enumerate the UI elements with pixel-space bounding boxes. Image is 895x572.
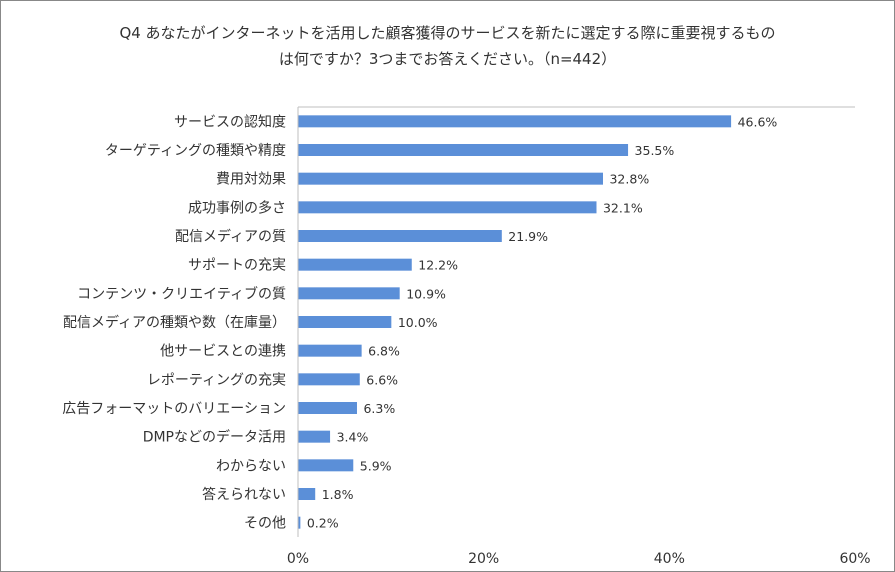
bar	[298, 373, 360, 386]
data-label: 6.8%	[368, 344, 400, 359]
bar	[298, 488, 316, 500]
bar	[298, 172, 603, 185]
data-label: 32.1%	[603, 200, 643, 215]
category-label: 配信メディアの種類や数（在庫量）	[63, 314, 286, 331]
bar	[298, 258, 412, 271]
bar	[298, 287, 400, 300]
bar	[298, 402, 357, 414]
category-label: 成功事例の多さ	[188, 199, 286, 216]
bar	[298, 516, 301, 529]
data-label: 46.6%	[738, 114, 778, 129]
data-label: 21.9%	[508, 229, 548, 244]
data-label: 0.2%	[307, 516, 339, 531]
data-label: 12.2%	[418, 258, 458, 273]
data-label: 10.9%	[406, 286, 446, 301]
chart-title-line-2: は何ですか？3つまでお答えください。（n=442）	[278, 50, 617, 68]
data-label: 3.4%	[337, 430, 369, 445]
x-tick-label: 0%	[287, 551, 309, 567]
data-label: 1.8%	[322, 487, 354, 502]
bar	[298, 459, 354, 472]
bar	[298, 230, 502, 242]
category-label: コンテンツ・クリエイティブの質	[77, 285, 286, 302]
bar	[298, 430, 331, 443]
category-label: ターゲティングの種類や精度	[105, 143, 286, 159]
data-label: 35.5%	[635, 143, 675, 158]
category-label: 広告フォーマットのバリエーション	[62, 401, 286, 417]
x-tick-label: 60%	[839, 551, 870, 567]
data-label: 5.9%	[360, 458, 392, 473]
category-labels-group: サービスの認知度ターゲティングの種類や精度費用対効果成功事例の多さ配信メディアの…	[62, 113, 286, 531]
bar	[298, 144, 629, 156]
category-label: 配信メディアの質	[175, 228, 286, 245]
x-tick-label: 20%	[468, 551, 499, 567]
category-label: DMPなどのデータ活用	[143, 429, 286, 446]
bar	[298, 115, 732, 128]
category-label: 他サービスとの連携	[160, 344, 286, 360]
category-label: レポーティングの充実	[147, 372, 286, 388]
x-tick-labels-group: 0% 20% 40% 60%	[287, 551, 871, 567]
bars-group	[298, 115, 732, 529]
category-label: サポートの充実	[188, 258, 286, 274]
bar	[298, 201, 597, 214]
x-tick-label: 40%	[654, 551, 685, 567]
category-label: その他	[244, 516, 286, 532]
chart-title: Q4 あなたがインターネットを活用した顧客獲得のサービスを新たに選定する際に重要…	[0, 20, 895, 72]
category-label: わからない	[216, 458, 286, 474]
category-label: 費用対効果	[216, 172, 286, 188]
value-labels-group: 46.6% 35.5% 32.8% 32.1% 21.9% 12.2% 10.9% 10.0%…	[307, 114, 778, 530]
bar	[298, 344, 362, 357]
chart-title-line-1: Q4 あなたがインターネットを活用した顧客獲得のサービスを新たに選定する際に重要…	[119, 24, 776, 42]
data-label: 6.6%	[366, 372, 398, 387]
bar	[298, 316, 392, 328]
category-label: 答えられない	[202, 486, 286, 503]
data-label: 10.0%	[398, 315, 438, 330]
category-label: サービスの認知度	[174, 113, 286, 130]
data-label: 6.3%	[363, 401, 395, 416]
data-label: 32.8%	[609, 172, 649, 187]
